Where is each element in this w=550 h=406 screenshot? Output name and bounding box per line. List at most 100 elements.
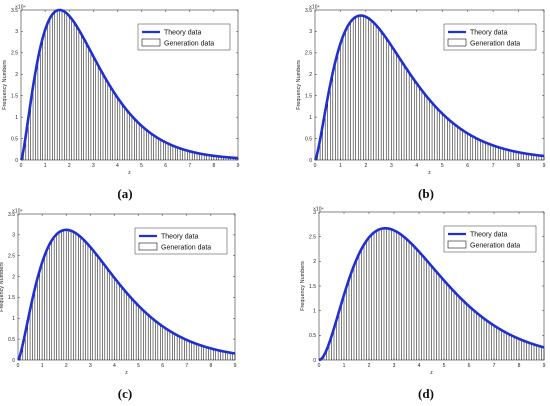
legend-bar-swatch xyxy=(138,242,158,251)
chart-panel-c: 0 1 2 3 4 5 6 7 8 9 0 0.5 1 1.5 2 2.5 3 3.5×10⁴ z Frequency… xyxy=(0,209,237,402)
legend: Theory data Generation data xyxy=(134,227,228,255)
chart-panel-b: 0 1 2 3 4 5 6 7 8 9 0 0.5 1 1.5 2 2.5 3 3.5×10⁴ z Frequency… xyxy=(296,5,546,202)
legend-generation-label: Generation data xyxy=(470,41,520,48)
x-tick-label: 4 xyxy=(113,363,116,369)
x-axis-label: z xyxy=(428,170,431,176)
x-tick-label: 1 xyxy=(343,363,346,369)
x-axis-label: z xyxy=(125,370,128,376)
x-tick-label: 4 xyxy=(418,363,421,369)
x-tick-label: 2 xyxy=(368,363,371,369)
generation-bars xyxy=(20,229,236,360)
y-tick-label: 3.5 xyxy=(8,212,15,218)
y-tick-label: 3 xyxy=(309,29,312,35)
panel-label: (b) xyxy=(418,186,434,201)
y-tick-label: 2.5 xyxy=(309,234,316,240)
y-tick-label: 0.5 xyxy=(8,337,15,343)
x-tick-label: 2 xyxy=(364,163,367,169)
x-tick-label: 9 xyxy=(543,163,546,169)
x-tick-label: 5 xyxy=(140,163,143,169)
x-tick-label: 5 xyxy=(441,163,444,169)
panel-label: (c) xyxy=(118,386,132,401)
theory-curve xyxy=(313,14,545,161)
y-axis-label: Frequency Numbers xyxy=(0,262,5,312)
x-tick-label: 6 xyxy=(466,163,469,169)
x-tick-label: 6 xyxy=(164,163,167,169)
y-tick-label: 2.5 xyxy=(305,51,312,57)
theory-curve xyxy=(19,8,239,161)
y-axis-label: Frequency Numbers xyxy=(2,60,8,110)
x-axis-label: z xyxy=(128,170,131,176)
x-tick-label: 7 xyxy=(188,163,191,169)
x-tick-label: 6 xyxy=(468,363,471,369)
y-tick-label: 2 xyxy=(12,274,15,280)
legend-theory-label: Theory data xyxy=(470,30,507,37)
theory-curve xyxy=(318,226,545,362)
theory-curve xyxy=(17,228,236,361)
y-tick-label: 1.5 xyxy=(309,284,316,290)
x-tick-label: 9 xyxy=(237,163,240,169)
legend-theory-label: Theory data xyxy=(164,30,201,37)
x-tick-label: 4 xyxy=(116,163,119,169)
x-tick-label: 7 xyxy=(492,163,495,169)
y-tick-label: 2 xyxy=(15,72,18,78)
x-tick-label: 8 xyxy=(518,363,521,369)
legend-bar-swatch xyxy=(447,240,467,249)
y-tick-label: 0 xyxy=(12,358,15,364)
y-tick-label: 3.5 xyxy=(11,8,18,14)
legend-theory-label: Theory data xyxy=(470,232,507,239)
legend-bar-swatch xyxy=(447,38,467,47)
x-tick-label: 7 xyxy=(185,363,188,369)
x-tick-label: 8 xyxy=(209,363,212,369)
y-tick-label: 2.5 xyxy=(11,51,18,57)
x-tick-label: 3 xyxy=(92,163,95,169)
x-tick-label: 0 xyxy=(318,363,321,369)
x-tick-label: 1 xyxy=(44,163,47,169)
y-tick-label: 2 xyxy=(313,259,316,265)
y-tick-label: 0 xyxy=(313,358,316,364)
x-tick-label: 2 xyxy=(68,163,71,169)
x-tick-label: 1 xyxy=(339,163,342,169)
x-tick-label: 9 xyxy=(234,363,237,369)
x-tick-label: 9 xyxy=(543,363,546,369)
x-tick-label: 5 xyxy=(137,363,140,369)
legend: Theory data Generation data xyxy=(443,23,537,51)
y-tick-label: 1.5 xyxy=(8,295,15,301)
y-tick-label: 0 xyxy=(309,158,312,164)
legend-generation-label: Generation data xyxy=(161,245,211,252)
legend-generation-label: Generation data xyxy=(470,243,520,250)
x-tick-label: 3 xyxy=(393,363,396,369)
y-tick-label: 1 xyxy=(15,115,18,121)
x-tick-label: 0 xyxy=(314,163,317,169)
y-tick-label: 3 xyxy=(12,233,15,239)
y-tick-label: 1.5 xyxy=(305,94,312,100)
y-exponent: ×10⁴ xyxy=(309,5,320,11)
x-tick-label: 1 xyxy=(41,363,44,369)
x-axis-label: z xyxy=(430,370,433,376)
x-tick-label: 5 xyxy=(443,363,446,369)
y-tick-label: 2 xyxy=(309,72,312,78)
x-tick-label: 2 xyxy=(65,363,68,369)
x-tick-label: 6 xyxy=(161,363,164,369)
panel-label: (d) xyxy=(418,386,434,401)
x-tick-label: 0 xyxy=(17,363,20,369)
y-tick-label: 0.5 xyxy=(305,136,312,142)
y-tick-label: 3 xyxy=(15,29,18,35)
y-tick-label: 3 xyxy=(313,210,316,216)
x-tick-label: 8 xyxy=(517,163,520,169)
y-tick-label: 3.5 xyxy=(305,8,312,14)
chart-panel-a: 0 1 2 3 4 5 6 7 8 9 0 0.5 1 1.5 2 2.5 3 3.5×10⁴ z Frequency… xyxy=(2,5,240,202)
generation-bars xyxy=(317,15,545,160)
x-tick-label: 7 xyxy=(493,363,496,369)
y-tick-label: 1 xyxy=(313,308,316,314)
x-tick-label: 4 xyxy=(415,163,418,169)
y-exponent: ×10⁴ xyxy=(12,209,23,215)
x-tick-label: 8 xyxy=(212,163,215,169)
y-exponent: ×10⁴ xyxy=(313,207,324,213)
y-tick-label: 1.5 xyxy=(11,94,18,100)
legend-generation-label: Generation data xyxy=(164,41,214,48)
x-tick-label: 0 xyxy=(20,163,23,169)
y-tick-label: 0 xyxy=(15,158,18,164)
panel-label: (a) xyxy=(117,186,132,201)
